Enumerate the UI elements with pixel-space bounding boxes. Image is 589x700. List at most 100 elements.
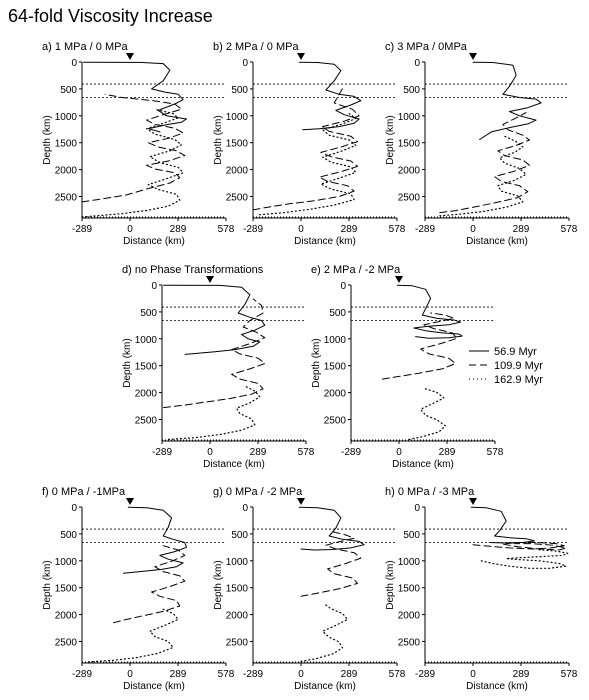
x-tick-label: -289: [341, 447, 361, 458]
y-tick-label: 1500: [226, 584, 249, 595]
y-tick-label: 2500: [135, 415, 158, 426]
x-tick-label: 578: [561, 224, 578, 235]
x-tick-label: -289: [415, 224, 435, 235]
trench-marker-icon: [469, 498, 477, 505]
panel-title: b) 2 MPa / 0 MPa: [213, 41, 299, 53]
y-tick-label: 2000: [398, 611, 421, 622]
y-tick-label: 2000: [135, 389, 158, 400]
y-axis-label: Depth (km): [42, 115, 53, 164]
y-tick-label: 500: [231, 85, 248, 96]
legend-label: 109.9 Myr: [494, 360, 543, 372]
x-tick-label: 578: [298, 447, 315, 458]
series-line-dotted: [167, 385, 261, 440]
y-tick-label: 1500: [398, 584, 421, 595]
y-tick-label: 0: [242, 503, 248, 514]
series-line-dotted: [87, 608, 179, 663]
y-axis-label: Depth (km): [311, 338, 322, 387]
y-axis-label: Depth (km): [122, 338, 133, 387]
y-tick-label: 0: [242, 58, 248, 69]
panel-3: c) 3 MPa / 0MPa 0 500 1000 1500 2000 2500 -289 0…: [385, 41, 578, 247]
panel-title: d) no Phase Transformations: [122, 264, 264, 276]
series-line-solid: [163, 284, 266, 355]
x-tick-label: 0: [470, 669, 476, 680]
y-tick-label: 1000: [135, 335, 158, 346]
y-tick-label: 2000: [398, 166, 421, 177]
x-tick-label: 578: [487, 447, 504, 458]
series-line-dashed: [252, 85, 360, 211]
y-axis-label: Depth (km): [385, 560, 396, 609]
x-axis-label: Distance (km): [123, 236, 185, 247]
series-line-solid: [396, 284, 463, 339]
y-tick-label: 2500: [226, 637, 249, 648]
y-tick-label: 1500: [55, 584, 78, 595]
panel-7: g) 0 MPa / -2 MPa 0 500 1000 1500 2000 2500 -28…: [213, 486, 406, 692]
x-tick-label: 0: [127, 669, 133, 680]
x-axis-label: Distance (km): [466, 236, 528, 247]
panel-title: h) 0 MPa / -3 MPa: [385, 486, 475, 498]
x-tick-label: 578: [561, 669, 578, 680]
y-tick-label: 1000: [226, 112, 249, 123]
y-tick-label: 0: [151, 281, 157, 292]
series-line-solid: [83, 61, 187, 133]
y-tick-label: 1500: [226, 139, 249, 150]
x-axis-label: Distance (km): [123, 681, 185, 692]
x-tick-label: 289: [513, 669, 530, 680]
y-tick-label: 0: [71, 503, 77, 514]
x-axis-label: Distance (km): [466, 681, 528, 692]
trench-marker-icon: [469, 53, 477, 60]
series-line-dashed: [381, 312, 458, 380]
y-tick-label: 500: [60, 85, 77, 96]
panel-title: c) 3 MPa / 0MPa: [385, 41, 468, 53]
y-tick-label: 500: [140, 308, 157, 319]
legend: 56.9 Myr 109.9 Myr 162.9 Myr: [469, 346, 543, 386]
y-tick-label: 1000: [324, 335, 347, 346]
y-axis-label: Depth (km): [385, 115, 396, 164]
series-line-dotted: [480, 548, 569, 569]
x-tick-label: -289: [152, 447, 172, 458]
series-line-dotted: [258, 112, 357, 216]
y-tick-label: 2500: [226, 192, 249, 203]
y-tick-label: 2000: [55, 611, 78, 622]
x-tick-label: 0: [298, 224, 304, 235]
y-axis-label: Depth (km): [213, 115, 224, 164]
x-tick-label: 578: [218, 669, 235, 680]
x-tick-label: 289: [439, 447, 456, 458]
y-tick-label: 2500: [55, 637, 78, 648]
x-tick-label: 0: [470, 224, 476, 235]
x-axis-label: Distance (km): [294, 236, 356, 247]
y-tick-label: 2500: [55, 192, 78, 203]
series-line-solid: [298, 61, 362, 131]
y-tick-label: 1500: [55, 139, 78, 150]
x-tick-label: 289: [341, 224, 358, 235]
x-tick-label: 578: [218, 224, 235, 235]
x-tick-label: -289: [72, 224, 92, 235]
panel-title: a) 1 MPa / 0 MPa: [42, 41, 128, 53]
series-line-dotted: [81, 108, 184, 218]
y-axis-label: Depth (km): [42, 560, 53, 609]
x-tick-label: 289: [513, 224, 530, 235]
series-line-dashed: [439, 112, 530, 214]
series-line-dashed: [472, 542, 567, 551]
trench-marker-icon: [126, 498, 134, 505]
y-tick-label: 1000: [55, 557, 78, 568]
x-tick-label: 0: [207, 447, 213, 458]
series-line-solid: [470, 506, 535, 544]
panel-8: h) 0 MPa / -3 MPa 0 500 1000 1500 2000 2500 -28…: [385, 486, 578, 692]
y-tick-label: 500: [60, 530, 77, 541]
trench-marker-icon: [206, 276, 214, 283]
x-tick-label: 289: [341, 669, 358, 680]
y-tick-label: 2000: [226, 611, 249, 622]
panel-title: g) 0 MPa / -2 MPa: [213, 486, 303, 498]
x-tick-label: 0: [298, 669, 304, 680]
figure-title: 64-fold Viscosity Increase: [8, 6, 213, 26]
y-axis-label: Depth (km): [213, 560, 224, 609]
x-tick-label: 0: [396, 447, 402, 458]
y-tick-label: 500: [403, 85, 420, 96]
series-line-dotted: [300, 603, 349, 663]
panel-4: d) no Phase Transformations 0 500 1000 1500 2…: [122, 264, 315, 470]
x-tick-label: -289: [243, 224, 263, 235]
y-tick-label: 1000: [226, 557, 249, 568]
x-axis-label: Distance (km): [392, 459, 454, 470]
y-tick-label: 2500: [398, 637, 421, 648]
